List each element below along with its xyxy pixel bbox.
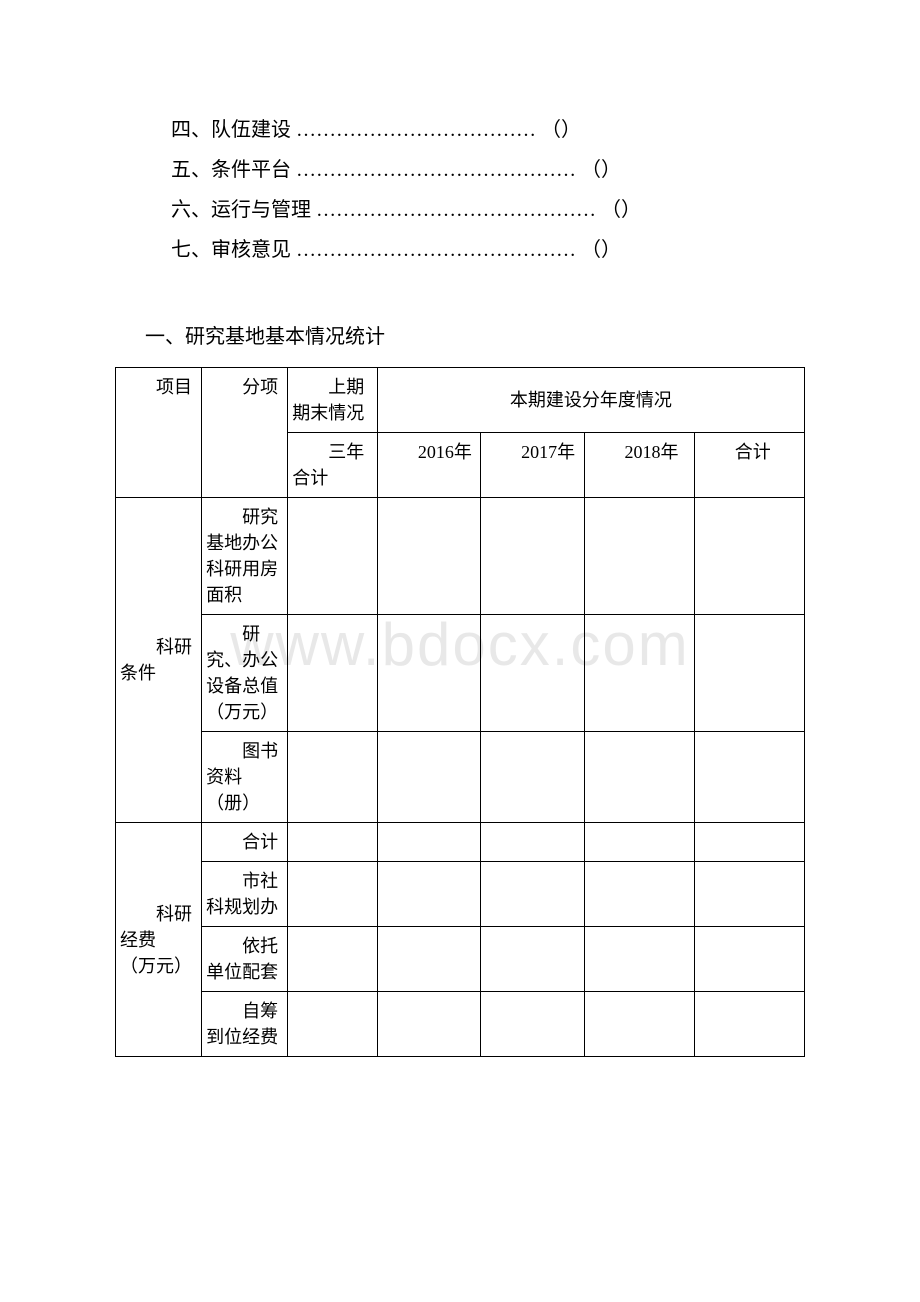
data-cell xyxy=(694,823,804,862)
data-cell xyxy=(288,498,378,615)
data-cell xyxy=(584,927,694,992)
cell-text: 图书资料（册） xyxy=(206,738,283,816)
table-row: 自筹到位经费 xyxy=(116,992,805,1057)
data-cell xyxy=(481,927,584,992)
data-cell xyxy=(377,498,480,615)
table-row: 市社科规划办 xyxy=(116,862,805,927)
data-cell xyxy=(584,992,694,1057)
row-label: 合计 xyxy=(202,823,288,862)
header-three-year: 三年合计 xyxy=(288,433,378,498)
data-cell xyxy=(377,823,480,862)
data-cell xyxy=(694,862,804,927)
data-cell xyxy=(481,992,584,1057)
data-cell xyxy=(288,862,378,927)
toc-item: 五、条件平台 …………………………………… （） xyxy=(171,150,805,190)
header-2016: 2016年 xyxy=(377,433,480,498)
cell-text: 三年合计 xyxy=(292,439,373,491)
toc-item: 六、运行与管理 …………………………………… （） xyxy=(171,190,805,230)
cell-text: 分项 xyxy=(206,374,283,400)
table-row: 科研条件 研究基地办公科研用房面积 xyxy=(116,498,805,615)
data-cell xyxy=(377,992,480,1057)
cell-text: 合计 xyxy=(206,829,283,855)
cell-text: 自筹到位经费 xyxy=(206,998,283,1050)
header-project: 项目 xyxy=(116,368,202,498)
data-cell xyxy=(694,992,804,1057)
row-label: 研究基地办公科研用房面积 xyxy=(202,498,288,615)
group-label: 科研经费 （万元） xyxy=(116,823,202,1057)
data-cell xyxy=(694,498,804,615)
section-title: 一、研究基地基本情况统计 xyxy=(115,320,805,349)
cell-text: 上期期末情况 xyxy=(292,374,373,426)
table-of-contents: 四、队伍建设 ……………………………… （） 五、条件平台 …………………………… xyxy=(115,110,805,270)
table-row: 研究、办公设备总值（万元） xyxy=(116,615,805,732)
cell-text: 2017年 xyxy=(485,439,579,465)
data-cell xyxy=(584,823,694,862)
table-row: 图书资料（册） xyxy=(116,732,805,823)
header-subitem: 分项 xyxy=(202,368,288,498)
cell-text: 科研条件 xyxy=(120,634,197,686)
data-cell xyxy=(481,615,584,732)
table-row: 依托单位配套 xyxy=(116,927,805,992)
cell-text: 研究基地办公科研用房面积 xyxy=(206,504,283,608)
table-row: 科研经费 （万元） 合计 xyxy=(116,823,805,862)
cell-text: 项目 xyxy=(120,374,197,400)
cell-text: 合计 xyxy=(699,439,800,465)
data-cell xyxy=(377,732,480,823)
data-cell xyxy=(584,498,694,615)
row-label: 自筹到位经费 xyxy=(202,992,288,1057)
data-cell xyxy=(288,927,378,992)
data-cell xyxy=(481,823,584,862)
cell-text: 研究、办公设备总值（万元） xyxy=(206,621,283,725)
toc-item: 七、审核意见 …………………………………… （） xyxy=(171,230,805,270)
data-cell xyxy=(584,615,694,732)
data-cell xyxy=(288,823,378,862)
data-cell xyxy=(288,615,378,732)
header-prev-period: 上期期末情况 xyxy=(288,368,378,433)
cell-text: 2018年 xyxy=(589,439,690,465)
row-label: 研究、办公设备总值（万元） xyxy=(202,615,288,732)
data-cell xyxy=(377,862,480,927)
cell-text: 2016年 xyxy=(382,439,476,465)
header-current-period: 本期建设分年度情况 xyxy=(377,368,804,433)
cell-text: 本期建设分年度情况 xyxy=(510,390,672,410)
data-cell xyxy=(481,498,584,615)
row-label: 依托单位配套 xyxy=(202,927,288,992)
data-cell xyxy=(481,732,584,823)
data-cell xyxy=(584,732,694,823)
data-cell xyxy=(377,615,480,732)
header-2018: 2018年 xyxy=(584,433,694,498)
data-cell xyxy=(584,862,694,927)
cell-text: 市社科规划办 xyxy=(206,868,283,920)
group-label: 科研条件 xyxy=(116,498,202,823)
toc-item: 四、队伍建设 ……………………………… （） xyxy=(171,110,805,150)
data-cell xyxy=(694,615,804,732)
data-cell xyxy=(288,992,378,1057)
row-label: 市社科规划办 xyxy=(202,862,288,927)
cell-text: 科研经费 （万元） xyxy=(120,901,197,979)
data-cell xyxy=(694,927,804,992)
statistics-table: 项目 分项 上期期末情况 本期建设分年度情况 三年合计 2016年 2017年 … xyxy=(115,367,805,1057)
row-label: 图书资料（册） xyxy=(202,732,288,823)
header-2017: 2017年 xyxy=(481,433,584,498)
data-cell xyxy=(288,732,378,823)
data-cell xyxy=(694,732,804,823)
table-header-row: 项目 分项 上期期末情况 本期建设分年度情况 xyxy=(116,368,805,433)
cell-text: 依托单位配套 xyxy=(206,933,283,985)
data-cell xyxy=(481,862,584,927)
data-cell xyxy=(377,927,480,992)
header-total: 合计 xyxy=(694,433,804,498)
